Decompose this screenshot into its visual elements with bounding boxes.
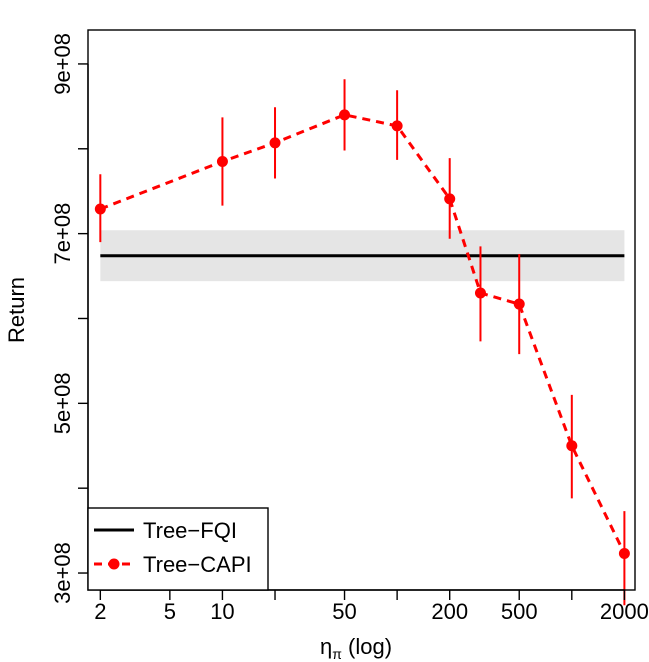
y-tick-label: 9e+08: [50, 33, 75, 95]
x-tick-label: 200: [431, 599, 468, 624]
y-tick-label: 5e+08: [50, 372, 75, 434]
x-tick-label: 2: [94, 599, 106, 624]
capi-point: [444, 193, 456, 205]
x-tick-label: 50: [332, 599, 356, 624]
legend-capi-marker: [108, 558, 120, 570]
capi-point: [216, 156, 228, 168]
capi-point: [618, 548, 630, 560]
capi-point: [513, 298, 525, 310]
capi-point: [474, 287, 486, 299]
legend: Tree−FQI Tree−CAPI: [87, 507, 269, 591]
capi-point: [391, 120, 403, 132]
x-tick-label: 500: [501, 599, 538, 624]
legend-box: [87, 507, 269, 591]
y-tick-label: 7e+08: [50, 203, 75, 265]
y-axis: 3e+08 5e+08 7e+08 9e+08: [50, 33, 89, 604]
x-tick-label: 5: [164, 599, 176, 624]
x-axis-label: ηπ (log): [320, 634, 392, 662]
legend-capi-label: Tree−CAPI: [143, 552, 252, 577]
capi-point: [269, 137, 281, 149]
capi-series-layer: [94, 79, 630, 606]
capi-line: [99, 113, 626, 555]
x-tick-label: 10: [210, 599, 234, 624]
capi-point: [94, 203, 106, 215]
y-tick-label: 3e+08: [50, 542, 75, 604]
plot-frame: [87, 29, 636, 591]
legend-fqi-label: Tree−FQI: [143, 518, 237, 543]
capi-point: [339, 109, 351, 121]
x-axis: 2 5 10 50 200 500 2000: [94, 589, 649, 624]
x-tick-label: 2000: [600, 599, 649, 624]
capi-point: [566, 440, 578, 452]
y-axis-label: Return: [4, 277, 29, 343]
